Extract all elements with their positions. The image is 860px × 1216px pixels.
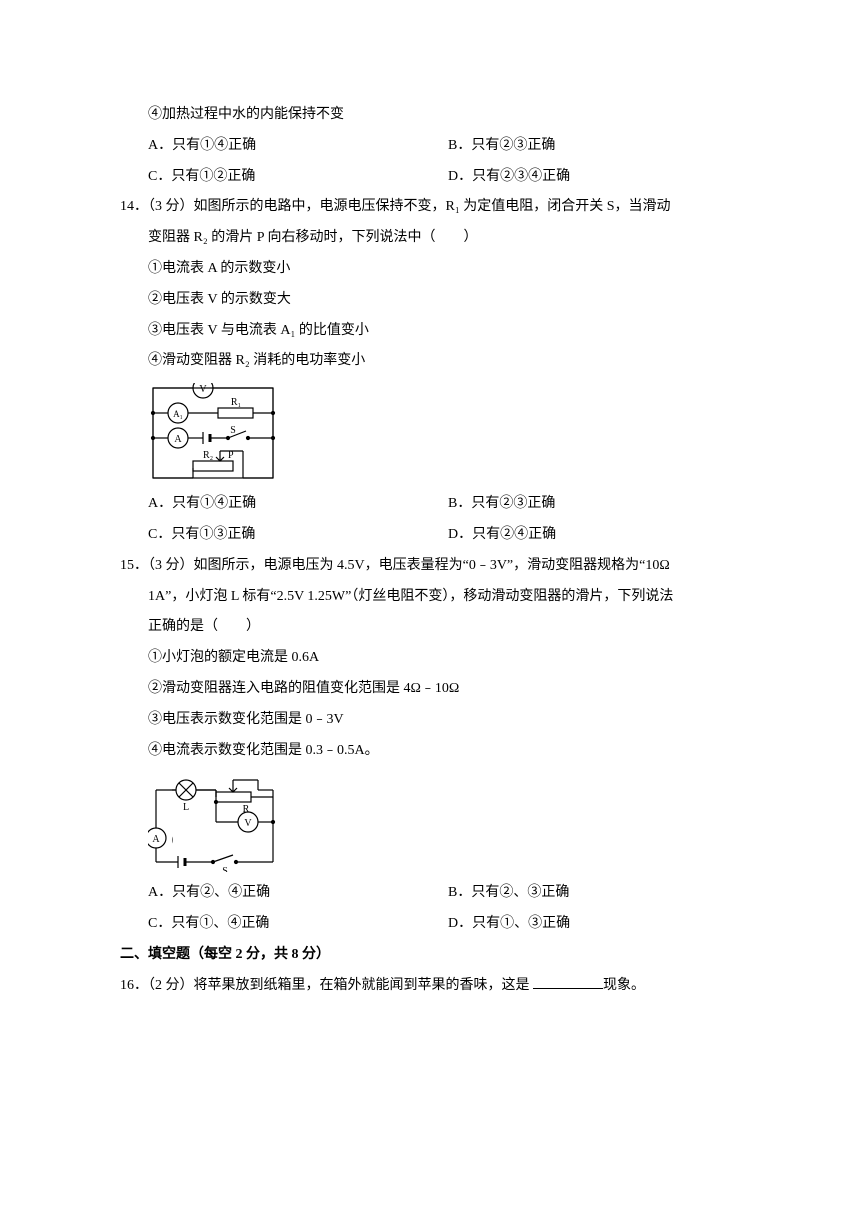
q14-options-row1: A．只有①④正确 B．只有②③正确 [120, 489, 740, 520]
q15-option-d[interactable]: D．只有①、③正确 [448, 909, 570, 940]
q16-number: 16．（2 分） [120, 978, 194, 993]
q14: 14．（3 分）如图所示的电路中，电源电压保持不变，R₁ 为定值电阻，闭合开关 … [120, 192, 740, 550]
q14-stem-line2: 变阻器 R₂ 的滑片 P 向右移动时，下列说法中（ ） [120, 223, 740, 254]
q15-stem-line1: 如图所示，电源电压为 4.5V，电压表量程为“0﹣3V”，滑动变阻器规格为“10… [194, 551, 670, 582]
q14-option-b[interactable]: B．只有②③正确 [448, 489, 555, 520]
q15-s1: ①小灯泡的额定电流是 0.6A [120, 643, 740, 674]
q14-option-a[interactable]: A．只有①④正确 [148, 489, 448, 520]
q14-s4: ④滑动变阻器 R₂ 消耗的电功率变小 [120, 346, 740, 377]
q14-s3: ③电压表 V 与电流表 A₁ 的比值变小 [120, 316, 740, 347]
q15-options-row2: C．只有①、④正确 D．只有①、③正确 [120, 909, 740, 940]
q13-option-a[interactable]: A．只有①④正确 [148, 131, 448, 162]
svg-text:S: S [222, 866, 228, 872]
q15-s3: ③电压表示数变化范围是 0﹣3V [120, 705, 740, 736]
svg-text:R₂: R₂ [203, 450, 213, 461]
q15-circuit-diagram: S A L [148, 772, 278, 872]
svg-text:A: A [174, 434, 182, 445]
q13-options-row1: A．只有①④正确 B．只有②③正确 [120, 131, 740, 162]
q14-stem-line1: 如图所示的电路中，电源电压保持不变，R₁ 为定值电阻，闭合开关 S，当滑动 [194, 192, 671, 223]
q13-option-d[interactable]: D．只有②③④正确 [448, 162, 570, 193]
q13-option-c[interactable]: C．只有①②正确 [148, 162, 448, 193]
svg-text:V: V [244, 818, 252, 829]
q14-s1: ①电流表 A 的示数变小 [120, 254, 740, 285]
q14-option-d[interactable]: D．只有②④正确 [448, 520, 556, 551]
q14-s2: ②电压表 V 的示数变大 [120, 285, 740, 316]
svg-text:V: V [199, 384, 207, 395]
q16: 16．（2 分）将苹果放到纸箱里，在箱外就能闻到苹果的香味，这是 现象。 [120, 971, 740, 1002]
q16-stem-b: 现象。 [603, 978, 645, 993]
q15-s4: ④电流表示数变化范围是 0.3﹣0.5A。 [120, 736, 740, 767]
q15-options-row1: A．只有②、④正确 B．只有②、③正确 [120, 878, 740, 909]
q13-statement-4: ④加热过程中水的内能保持不变 [120, 100, 740, 131]
svg-text:A: A [152, 834, 160, 845]
svg-text:L: L [183, 802, 189, 813]
q15-s2: ②滑动变阻器连入电路的阻值变化范围是 4Ω﹣10Ω [120, 674, 740, 705]
q13-option-b[interactable]: B．只有②③正确 [448, 131, 555, 162]
q14-options-row2: C．只有①③正确 D．只有②④正确 [120, 520, 740, 551]
svg-text:P: P [228, 450, 234, 461]
q15-option-a[interactable]: A．只有②、④正确 [148, 878, 448, 909]
q16-blank[interactable] [533, 974, 603, 989]
q15: 15．（3 分）如图所示，电源电压为 4.5V，电压表量程为“0﹣3V”，滑动变… [120, 551, 740, 940]
q13-options-row2: C．只有①②正确 D．只有②③④正确 [120, 162, 740, 193]
q16-stem-a: 将苹果放到纸箱里，在箱外就能闻到苹果的香味，这是 [194, 978, 534, 993]
q15-stem-line3: 正确的是（ ） [120, 612, 740, 643]
q14-circuit-diagram: V A₁ R₁ A [148, 383, 278, 483]
q15-number: 15．（3 分） [120, 551, 194, 582]
q15-stem-line2: 1A”，小灯泡 L 标有“2.5V 1.25W”（灯丝电阻不变），移动滑动变阻器… [120, 582, 740, 613]
q14-number: 14．（3 分） [120, 192, 194, 223]
svg-text:R₁: R₁ [231, 397, 241, 408]
svg-text:S: S [230, 425, 236, 436]
q14-option-c[interactable]: C．只有①③正确 [148, 520, 448, 551]
svg-text:A₁: A₁ [173, 409, 183, 419]
q15-option-b[interactable]: B．只有②、③正确 [448, 878, 569, 909]
q15-option-c[interactable]: C．只有①、④正确 [148, 909, 448, 940]
section-2-title: 二、填空题（每空 2 分，共 8 分） [120, 940, 740, 971]
